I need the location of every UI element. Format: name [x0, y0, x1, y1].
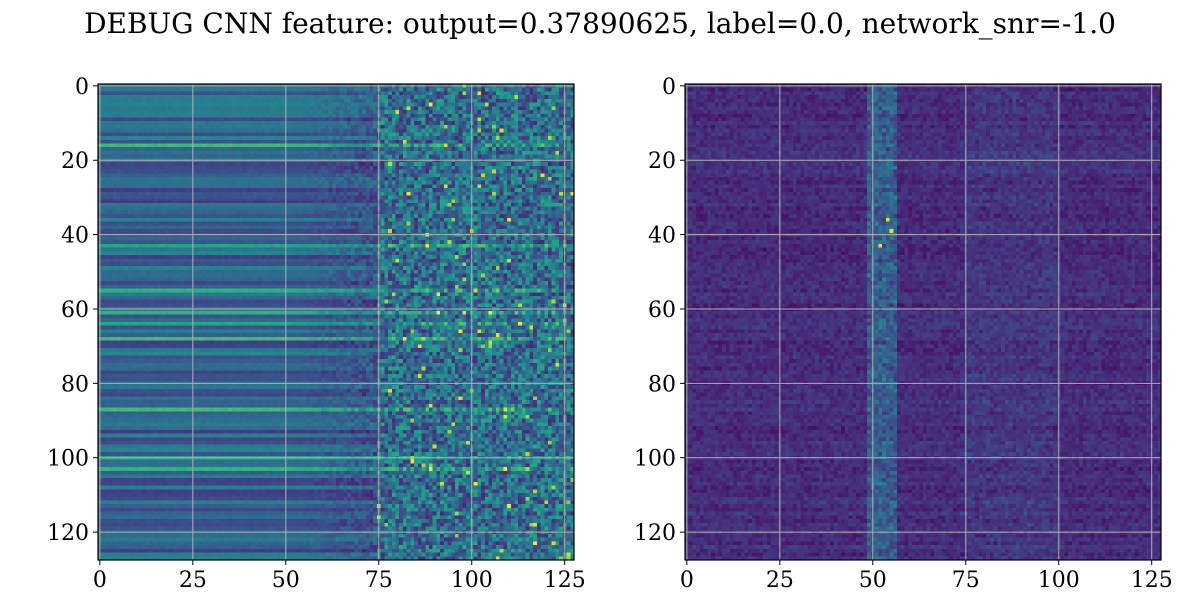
x-tick-label: 125 [544, 568, 586, 593]
y-tick-label: 120 [634, 521, 676, 546]
x-tick-label: 0 [93, 568, 107, 593]
x-tick-label: 50 [859, 568, 887, 593]
x-tick-label: 25 [179, 568, 207, 593]
heatmap-panel-2: 0 25 50 75 100 125 0 20 40 60 80 100 120 [634, 75, 1173, 593]
y-tick-label: 80 [648, 372, 676, 397]
heatmap-image [685, 84, 1161, 560]
y-tick-label: 100 [634, 447, 676, 472]
figure-title: DEBUG CNN feature: output=0.37890625, la… [84, 7, 1116, 40]
axes-frame [684, 83, 1162, 561]
y-tick-label: 0 [662, 75, 676, 100]
x-tick-label: 25 [766, 568, 794, 593]
y-tick-label: 20 [61, 149, 89, 174]
y-tick-label: 40 [61, 224, 89, 249]
axes-frame [97, 83, 575, 561]
y-tick-label: 120 [47, 521, 89, 546]
x-tick-label: 100 [451, 568, 493, 593]
y-tick-label: 20 [648, 149, 676, 174]
y-tick-label: 60 [648, 298, 676, 323]
y-tick-label: 0 [75, 75, 89, 100]
y-tick-label: 40 [648, 224, 676, 249]
heatmap-panel-1: 0 25 50 75 100 125 0 20 40 60 80 100 120 [47, 75, 586, 593]
x-tick-label: 75 [365, 568, 393, 593]
x-tick-label: 0 [680, 568, 694, 593]
x-tick-label: 100 [1038, 568, 1080, 593]
x-tick-label: 50 [272, 568, 300, 593]
y-tick-label: 100 [47, 447, 89, 472]
y-tick-label: 80 [61, 372, 89, 397]
y-tick-label: 60 [61, 298, 89, 323]
heatmap-image [98, 84, 574, 560]
x-tick-label: 125 [1131, 568, 1173, 593]
x-tick-label: 75 [952, 568, 980, 593]
